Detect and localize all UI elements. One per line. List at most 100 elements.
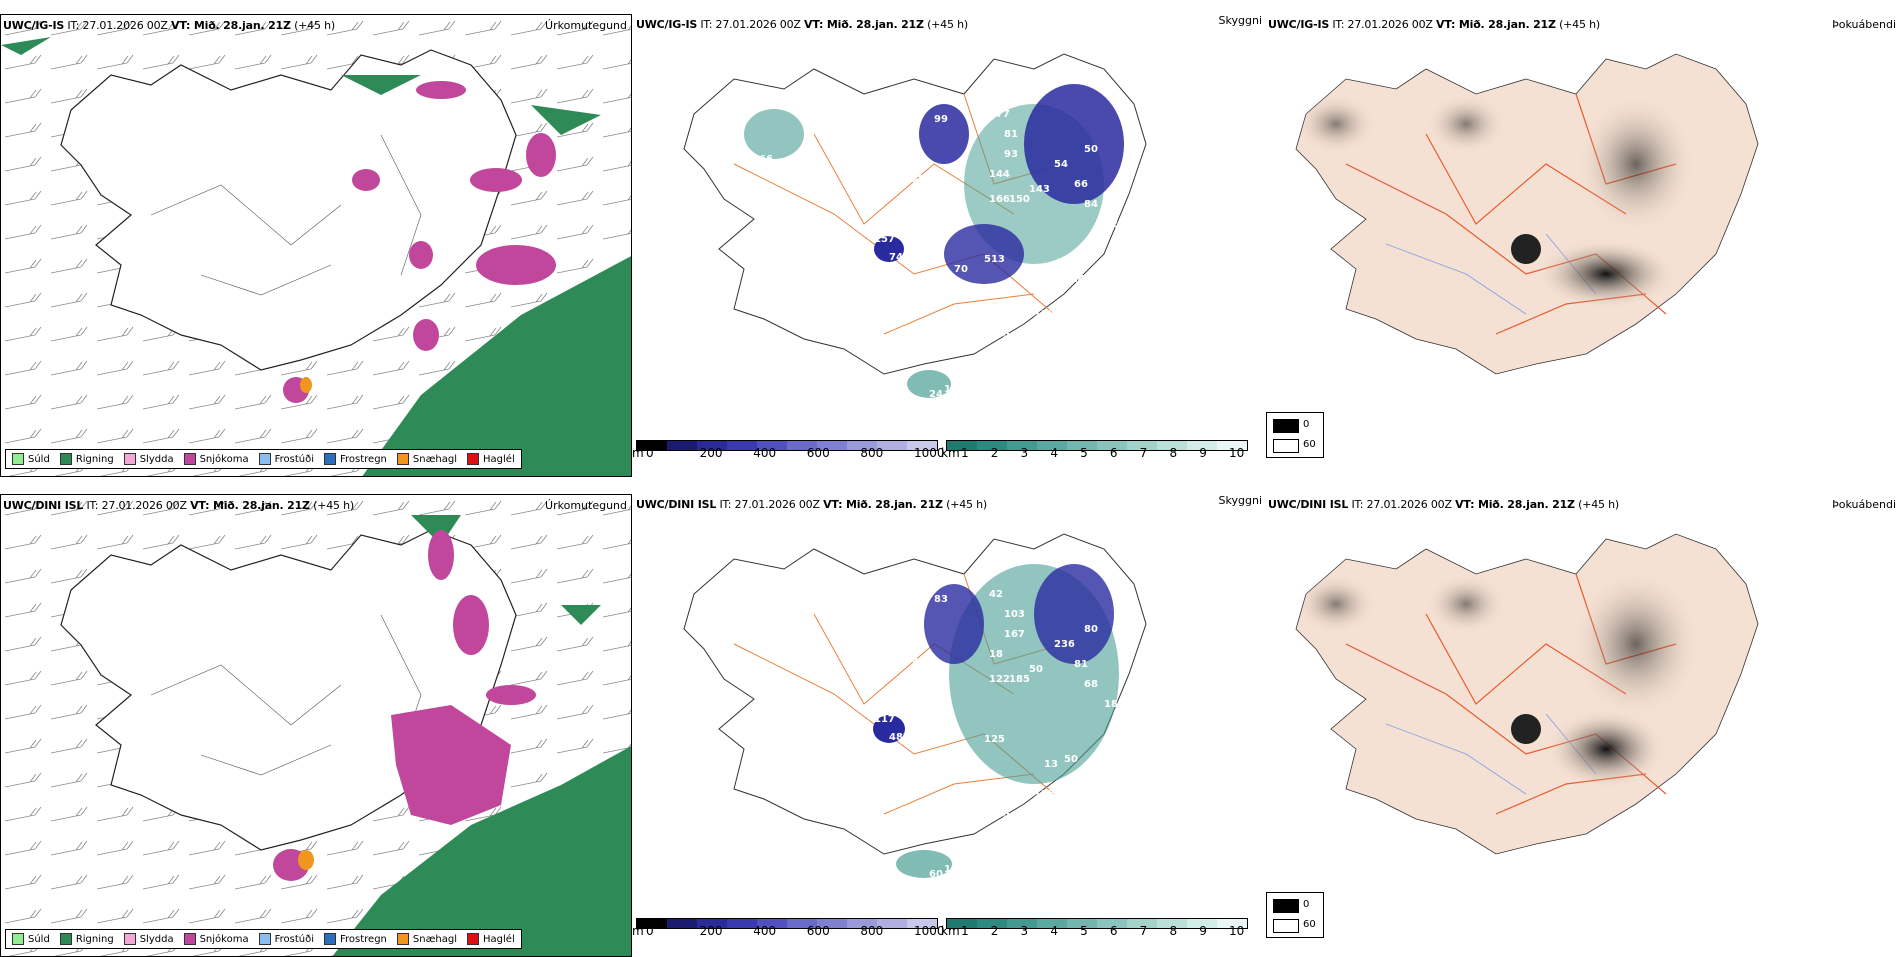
cloud-base-value: 70 (774, 574, 788, 585)
cloud-base-value: 50 (1084, 144, 1098, 155)
cloud-base-value: 236 (1054, 639, 1075, 650)
colorbar-tick: 2 (990, 446, 999, 460)
cloud-base-value: 68 (1084, 679, 1098, 690)
cloud-base-value: 15 (944, 864, 958, 875)
colorbar-segment (697, 441, 727, 450)
cloudbase-colorbar (636, 440, 938, 451)
legend-item: Súld (12, 933, 50, 945)
colorbar-segment (817, 919, 847, 928)
colorbar-tick: 800 (860, 446, 884, 460)
colorbar-unit: km (941, 924, 960, 938)
colorbar-segment (1037, 919, 1067, 928)
colorbar-unit: km (941, 446, 960, 460)
colorbar-unit: m (632, 924, 644, 938)
cloud-base-value: 50 (1064, 754, 1078, 765)
cloud-base-value: 71 (954, 744, 968, 755)
precip-panel-1: UWC/IG-IS IT: 27.01.2026 00Z VT: Mið. 28… (0, 14, 632, 477)
cloud-base-value: 154 (989, 784, 1010, 795)
precip-map-1 (1, 15, 631, 476)
legend-item: Slydda (123, 933, 174, 945)
cloud-base-value: 50 (1029, 664, 1043, 675)
lead-time: (+45 h) (294, 19, 335, 32)
cloud-base-value: 82 (759, 664, 773, 675)
cloud-base-value: 80 (774, 94, 788, 105)
colorbar-tick: 800 (860, 924, 884, 938)
visibility-title: Skyggni (1218, 14, 1262, 27)
cloud-base-value: 195 (989, 304, 1010, 315)
fog-key: 0 60 (1266, 412, 1324, 458)
cloud-base-value: 81 (1004, 129, 1018, 140)
colorbar-segment (757, 441, 787, 450)
colorbar-tick: 8 (1169, 446, 1178, 460)
colorbar-tick: 0 (646, 446, 654, 460)
cloud-base-value: 22 (1104, 219, 1118, 230)
colorbar-tick: 8 (1169, 924, 1178, 938)
rain-area (362, 256, 631, 476)
colorbar-segment (787, 919, 817, 928)
cloud-base-value: 70 (954, 264, 968, 275)
init-time: IT: 27.01.2026 00Z (86, 499, 187, 512)
cloud-base-value: 117 (874, 714, 895, 725)
colorbar-segment (1217, 919, 1247, 928)
model-name: UWC/DINI ISL (3, 499, 84, 512)
legend-item: Haglél (467, 933, 515, 945)
colorbar-tick: 9 (1199, 924, 1207, 938)
colorbar-segment (977, 919, 1007, 928)
visibility-map-2 (683, 533, 1147, 878)
legend-item: Frostregn (324, 453, 387, 465)
colorbar-tick: 200 (699, 446, 723, 460)
visibility-colorbar (946, 440, 1248, 451)
colorbar-segment (787, 441, 817, 450)
colorbar-tick: 10 (1229, 446, 1245, 460)
cloud-base-value: 167 (1004, 629, 1025, 640)
colorbar-segment (1067, 919, 1097, 928)
cloud-base-value: 91 (909, 214, 923, 225)
colorbar-tick: 10 (1229, 924, 1245, 938)
colorbar-segment (1127, 441, 1157, 450)
cloud-base-value: 103 (1004, 609, 1025, 620)
cloud-base-value: 13 (1044, 759, 1058, 770)
init-time: IT: 27.01.2026 00Z (67, 19, 168, 32)
legend-item: Súld (12, 453, 50, 465)
colorbar-segment (877, 441, 907, 450)
colorbar-tick: 200 (699, 924, 723, 938)
cloudbase-ticks: m 0 200 400 600 800 1000 (632, 924, 945, 938)
colorbar-segment (1037, 441, 1067, 450)
colorbar-tick: 6 (1109, 924, 1118, 938)
cloud-base-value: 513 (984, 254, 1005, 265)
cloud-base-value: 81 (1074, 659, 1088, 670)
colorbar-segment (667, 919, 697, 928)
colorbar-segment (847, 919, 877, 928)
colorbar-tick: 2 (990, 924, 999, 938)
cloud-base-value: 42 (989, 589, 1003, 600)
legend-item: Rigning (59, 933, 114, 945)
colorbar-segment (1067, 441, 1097, 450)
cloud-base-value: 110 (1044, 279, 1065, 290)
colorbar-tick: 5 (1080, 924, 1088, 938)
legend-item: Haglél (467, 453, 515, 465)
cloud-base-value: 130 (804, 664, 825, 675)
colorbar-tick: 1000 (914, 446, 945, 460)
colorbar-segment (907, 441, 937, 450)
cloud-base-value: 83 (934, 594, 948, 605)
precip-legend: Súld Rigning Slydda Snjókoma Frostúði Fr… (5, 449, 522, 469)
cloudbase-colorbar (636, 918, 938, 929)
panel-header: UWC/DINI ISL IT: 27.01.2026 00Z VT: Mið.… (636, 498, 988, 511)
fog-title: Þokuábendi (1832, 18, 1896, 31)
cloud-base-value: 18 (989, 649, 1003, 660)
cloud-base-value: 110 (829, 199, 850, 210)
colorbar-tick: 600 (806, 446, 830, 460)
cloud-base-value: 54 (1054, 159, 1068, 170)
cloud-base-value: 180 (969, 94, 990, 105)
cloudbase-ticks: m 0 200 400 600 800 1000 (632, 446, 945, 460)
visibility-ticks: km 1 2 3 4 5 6 7 8 9 10 (941, 446, 1251, 460)
colorbar-unit: m (632, 446, 644, 460)
cloud-base-value: 66 (1074, 179, 1088, 190)
colorbar-segment (977, 441, 1007, 450)
colorbar-tick: 400 (753, 446, 777, 460)
colorbar-segment (1217, 441, 1247, 450)
precip-map-2 (1, 495, 631, 956)
legend-item: Frostregn (324, 933, 387, 945)
cloud-base-value: 143 (1029, 184, 1050, 195)
visibility-colorbar (946, 918, 1248, 929)
